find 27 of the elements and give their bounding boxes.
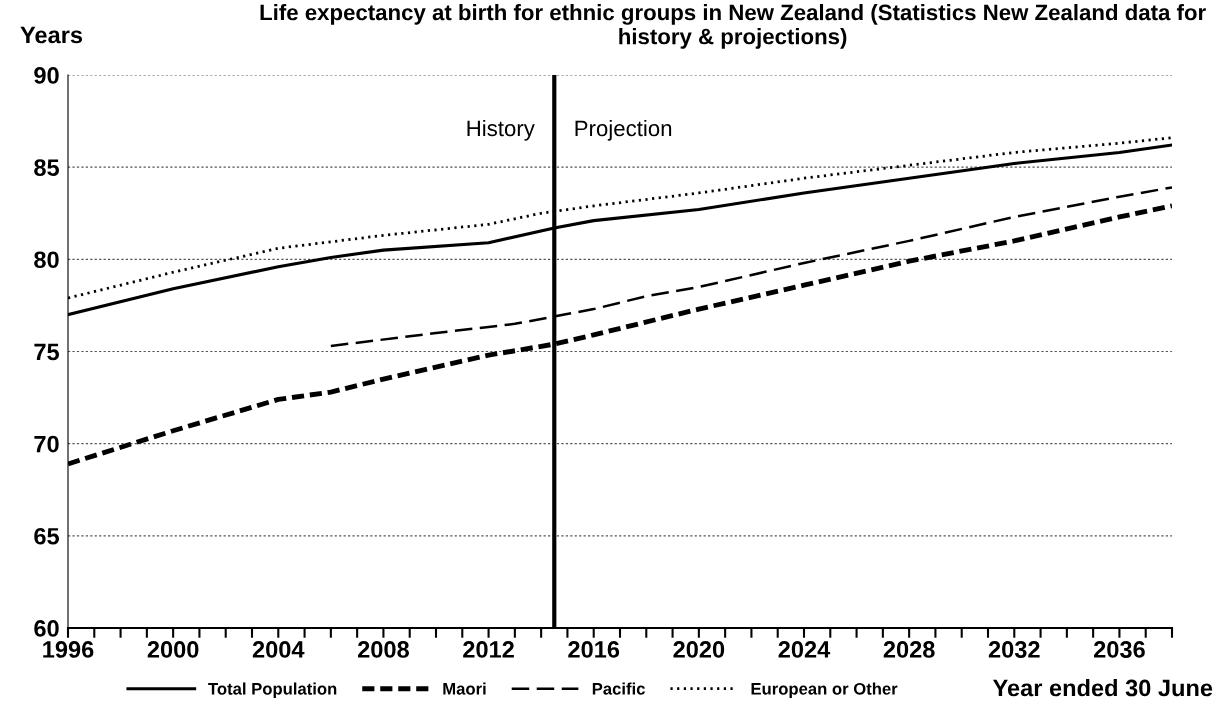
x-tick-label: 1996 [43,641,94,658]
x-tick-label: 2020 [673,641,725,658]
y-axis-title: Years [20,26,83,44]
x-tick-label: 2000 [147,641,199,658]
y-tick-label: 60 [34,620,59,637]
y-tick-label: 80 [34,251,59,269]
x-axis-title: Year ended 30 June [992,678,1213,697]
y-tick-label: 65 [34,527,60,545]
x-tick-label: 2004 [252,641,305,658]
y-tick-label: 90 [34,67,59,84]
chart-title: Life expectancy at birth for ethnic groups in New Zealand (Statistics New Zealand data for history & projections) [260,4,1206,49]
x-tick-label: 2016 [568,641,620,658]
legend-label: Total Population [208,682,337,698]
x-tick-label: 2032 [988,641,1040,658]
annotation: Projection [575,119,672,141]
legend-label: European or Other [751,682,898,698]
annotation: History [467,119,535,141]
legend-label: Pacific [592,682,645,695]
x-tick-label: 2024 [778,641,831,658]
y-tick-label: 85 [34,159,60,176]
x-tick-label: 2028 [883,641,935,658]
legend-label: Maori [443,682,486,695]
x-tick-label: 2012 [463,641,514,658]
y-tick-label: 75 [34,343,60,361]
x-tick-label: 2008 [357,641,409,658]
x-tick-label: 2036 [1093,641,1145,658]
y-tick-label: 70 [34,435,59,453]
